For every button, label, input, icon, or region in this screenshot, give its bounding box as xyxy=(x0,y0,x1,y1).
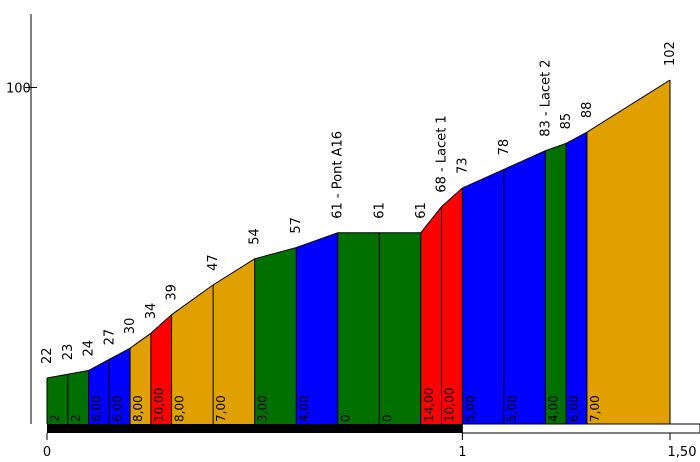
grade-label-17: 6,00 xyxy=(567,395,581,422)
x-tick-label-2: 1,50 xyxy=(668,445,697,460)
profile-segment-11 xyxy=(379,232,421,424)
elevation-label-2: 24 xyxy=(82,340,97,357)
elevation-label-10: 61 - Pont A16 xyxy=(331,131,346,219)
elevation-label-6: 39 xyxy=(165,284,180,301)
grade-label-13: 10,00 xyxy=(443,388,457,422)
elevation-label-7: 47 xyxy=(206,254,221,271)
elevation-label-17: 85 xyxy=(559,113,574,130)
axes: 100 0 1 1,50 xyxy=(6,14,700,460)
grade-label-12: 14,00 xyxy=(422,388,436,422)
elevation-label-16: 83 - Lacet 2 xyxy=(538,59,553,136)
grade-label-3: 6,00 xyxy=(110,395,124,422)
elevation-label-9: 57 xyxy=(289,217,304,234)
x-tick-label-1: 1 xyxy=(458,445,466,460)
profile-segment-7 xyxy=(213,258,255,424)
grade-label-1: 2 xyxy=(69,414,83,422)
elevation-label-11: 61 xyxy=(372,202,387,219)
profile-segment-0 xyxy=(47,374,68,424)
elevation-label-5: 34 xyxy=(144,303,159,320)
grade-label-11: 0 xyxy=(380,414,394,422)
elevation-label-3: 27 xyxy=(102,329,117,346)
profile-segments xyxy=(47,80,670,424)
grade-label-10: 0 xyxy=(339,414,353,422)
elevation-label-19: 102 xyxy=(663,41,678,66)
x-tick-label-0: 0 xyxy=(43,445,51,460)
grade-label-8: 3,00 xyxy=(256,395,270,422)
profile-segment-10 xyxy=(337,232,380,424)
profile-segment-6 xyxy=(171,284,214,424)
profile-outline xyxy=(46,79,671,379)
grade-labels: 2 2 6,00 6,00 8,00 10,00 8,00 7,00 3,00 4,00 0 0 14,… xyxy=(48,388,602,422)
elevation-label-0: 22 xyxy=(40,347,55,364)
elevation-label-14: 73 xyxy=(455,157,470,174)
elevation-label-18: 88 xyxy=(580,102,595,119)
profile-segment-9 xyxy=(296,232,338,424)
distance-bar-empty xyxy=(461,423,700,434)
profile-segment-4 xyxy=(130,333,151,424)
profile-segment-14 xyxy=(462,169,504,424)
grade-label-7: 7,00 xyxy=(214,395,228,422)
profile-segment-12 xyxy=(420,206,442,424)
profile-segment-13 xyxy=(441,188,463,424)
elevation-labels: 22 23 24 27 30 34 39 47 54 57 61 - Pont A16 61 61 68 … xyxy=(40,41,678,364)
profile-segment-17 xyxy=(566,132,587,424)
profile-segment-15 xyxy=(503,150,546,424)
elevation-label-1: 23 xyxy=(61,344,76,361)
elevation-label-4: 30 xyxy=(123,318,138,335)
profile-segment-1 xyxy=(67,370,89,424)
grade-label-5: 10,00 xyxy=(152,388,166,422)
grade-label-2: 6,00 xyxy=(90,395,104,422)
grade-label-15: 5,00 xyxy=(505,395,519,422)
distance-bar-filled xyxy=(47,424,463,433)
grade-label-9: 4,00 xyxy=(297,395,311,422)
profile-segment-2 xyxy=(88,359,110,424)
elevation-label-15: 78 xyxy=(497,139,512,156)
elevation-label-8: 54 xyxy=(248,228,263,245)
grade-label-14: 5,00 xyxy=(463,395,477,422)
profile-segment-5 xyxy=(150,314,172,424)
grade-label-0: 2 xyxy=(48,414,62,422)
elevation-label-12: 61 xyxy=(414,202,429,219)
segment-dividers xyxy=(46,79,671,424)
elevation-label-13: 68 - Lacet 1 xyxy=(435,115,450,192)
profile-segment-18 xyxy=(586,80,670,424)
profile-segment-16 xyxy=(545,143,567,424)
grade-label-6: 8,00 xyxy=(173,395,187,422)
grade-label-4: 8,00 xyxy=(131,395,145,422)
profile-segment-3 xyxy=(109,348,131,424)
profile-segment-8 xyxy=(254,247,297,424)
grade-label-18: 7,00 xyxy=(588,395,602,422)
grade-label-16: 4,00 xyxy=(546,395,560,422)
y-tick-label-100: 100 xyxy=(6,81,31,96)
